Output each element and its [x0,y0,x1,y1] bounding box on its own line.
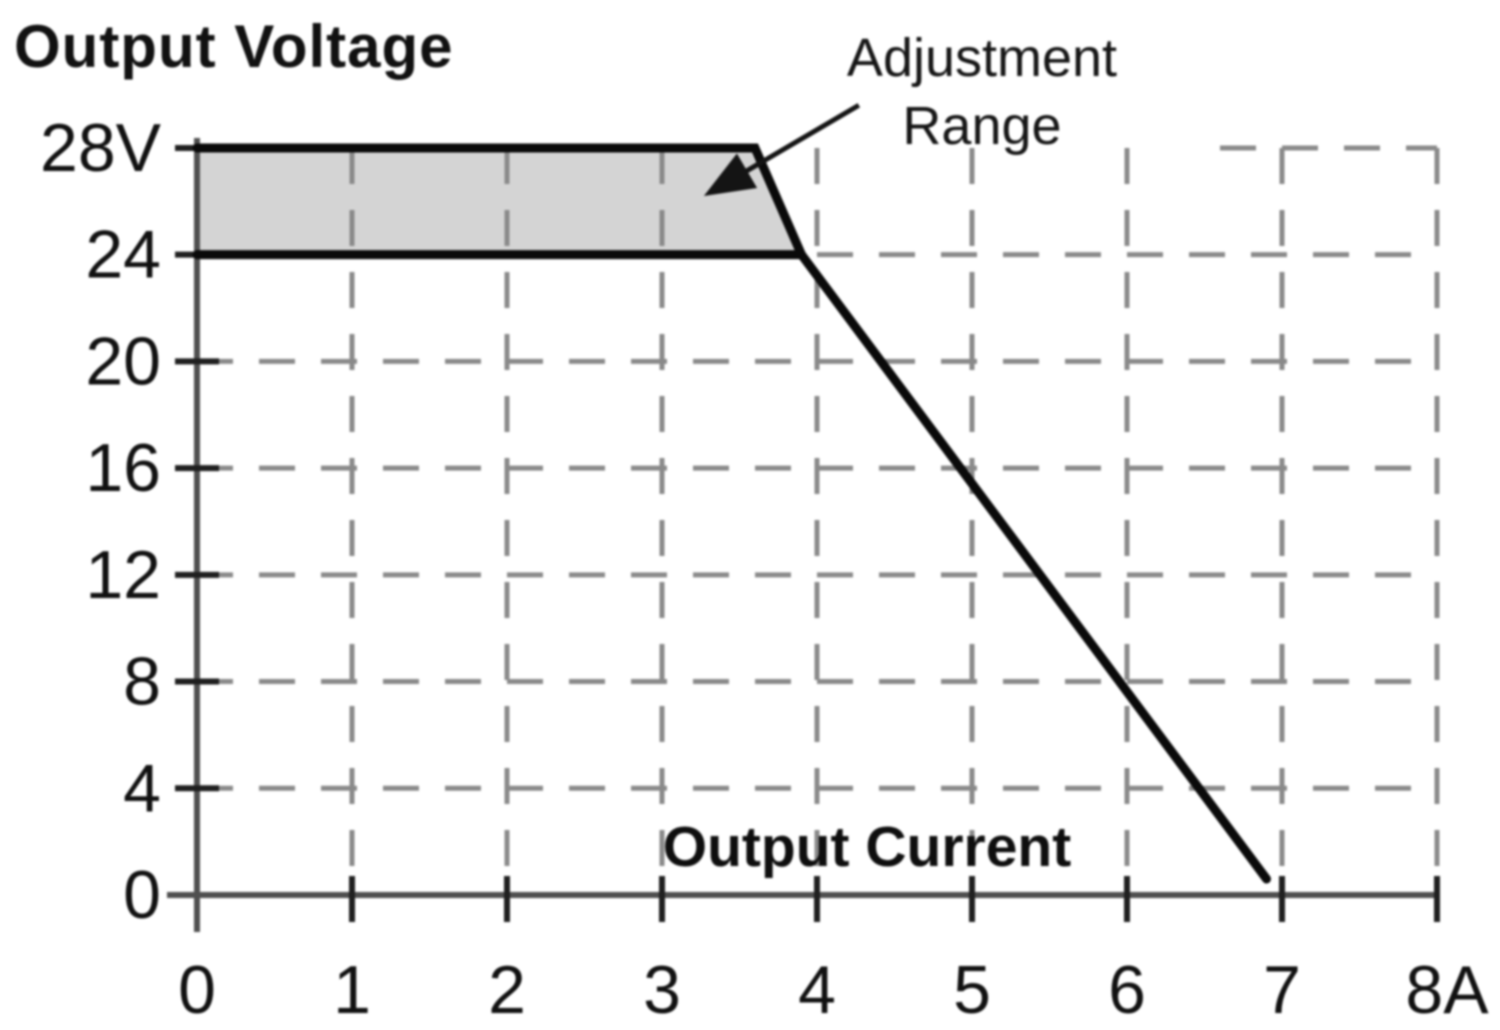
adjustment-range-label-line2: Range [902,96,1062,156]
x-tick-label-7: 7 [1263,952,1301,1028]
x-tick-label-0: 0 [178,952,216,1028]
annotation-arrow-shaft [738,103,861,177]
adjustment-range-band [197,147,802,255]
adjustment-range-label-line1: Adjustment [846,28,1118,88]
y-tick-label-28: 28V [40,110,162,186]
annotation-arrow-head [703,153,758,196]
x-tick-label-6: 6 [1108,952,1146,1028]
y-tick-label-16: 16 [85,430,161,506]
y-tick-label-0: 0 [123,857,161,933]
y-tick-label-8: 8 [123,644,161,720]
y-tick-label-4: 4 [123,750,161,826]
x-tick-label-4: 4 [798,952,836,1028]
adjustment-range-label: Adjustment Range [847,24,1117,160]
y-tick-label-24: 24 [85,217,161,293]
y-tick-label-12: 12 [85,537,161,613]
y-tick-label-20: 20 [85,323,161,399]
x-axis-title: Output Current [662,815,1072,879]
y-axis-title: Output Voltage [14,13,454,80]
x-tick-label-5: 5 [953,952,991,1028]
x-tick-label-2: 2 [488,952,526,1028]
x-tick-label-1: 1 [333,952,371,1028]
x-tick-label-3: 3 [643,952,681,1028]
curve-voltage-upper-limit-28v [192,143,806,260]
x-tick-label-8: 8A [1405,952,1489,1028]
curve-overload-droop [797,250,1271,884]
